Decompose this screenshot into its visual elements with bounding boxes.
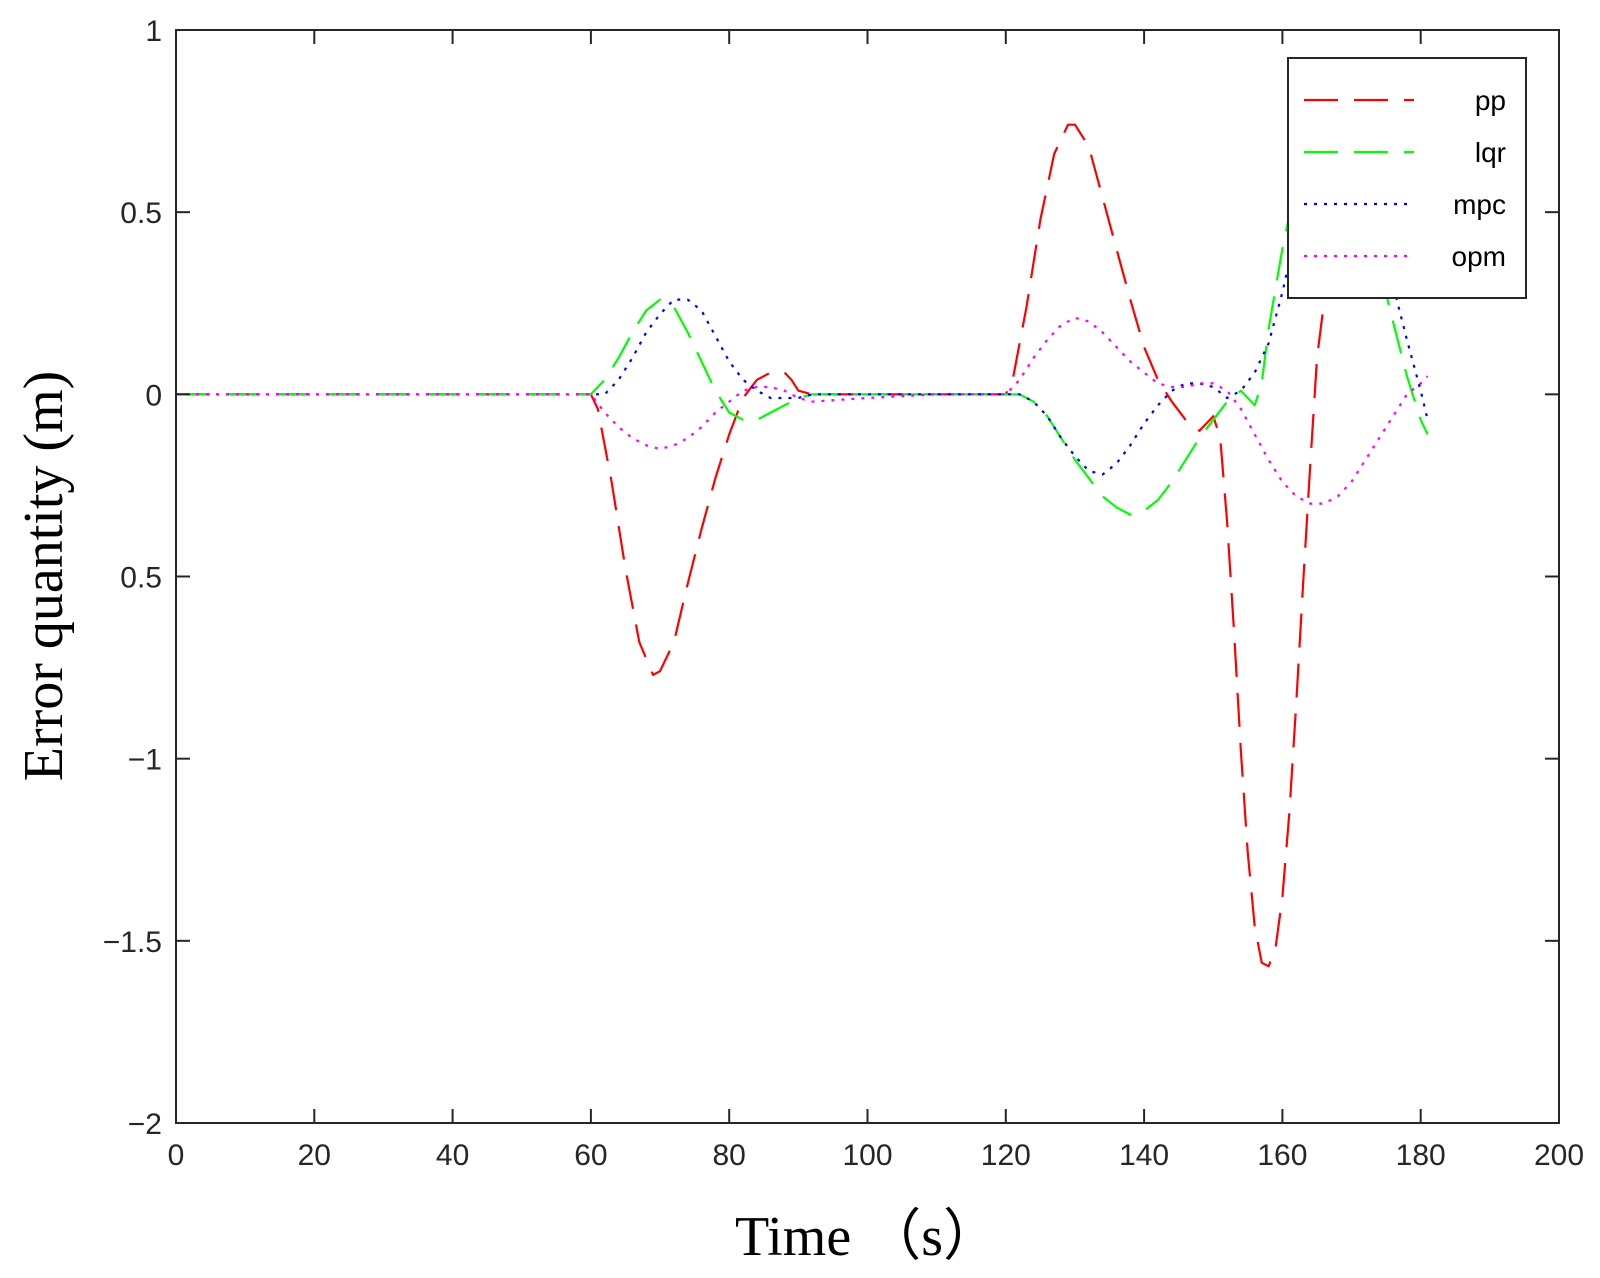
ticks-layer: 0 20 40 60 80 100 120 140 160 180 200 1 0.5 0 0.5 −1 −1.…: [103, 15, 1584, 1172]
legend-label-pp: pp: [1475, 85, 1506, 116]
y-axis-label: Error quantity (m): [13, 371, 75, 782]
legend-label-opm: opm: [1452, 241, 1506, 272]
series-line-pp: [176, 123, 1332, 968]
y-tick-label: 1: [145, 15, 162, 48]
legend-box: [1287, 57, 1527, 299]
y-tick-label: −1.5: [103, 926, 162, 959]
x-tick-label: 160: [1257, 1139, 1307, 1172]
legend-label-mpc: mpc: [1453, 189, 1506, 220]
x-tick-label: 120: [981, 1139, 1031, 1172]
x-tick-label: 140: [1119, 1139, 1169, 1172]
y-tick-label: 0: [145, 379, 162, 412]
x-axis-label: Time （s）: [735, 1206, 999, 1268]
legend: pp lqr mpc opm: [1287, 57, 1527, 299]
x-tick-label: 40: [436, 1139, 469, 1172]
series-layer: [176, 123, 1429, 968]
x-tick-label: 100: [842, 1139, 892, 1172]
x-tick-label: 80: [713, 1139, 746, 1172]
x-tick-label: 180: [1396, 1139, 1446, 1172]
x-tick-label: 200: [1534, 1139, 1584, 1172]
y-tick-label: −1: [128, 744, 162, 777]
x-tick-label: 0: [168, 1139, 185, 1172]
legend-label-lqr: lqr: [1475, 137, 1506, 168]
x-tick-label: 60: [574, 1139, 607, 1172]
y-tick-label: 0.5: [120, 197, 162, 230]
y-tick-label: −2: [128, 1108, 162, 1141]
y-tick-label: 0.5: [120, 562, 162, 595]
series-line-lqr: [176, 138, 1429, 516]
x-tick-label: 20: [298, 1139, 331, 1172]
series-line-opm: [176, 316, 1429, 505]
